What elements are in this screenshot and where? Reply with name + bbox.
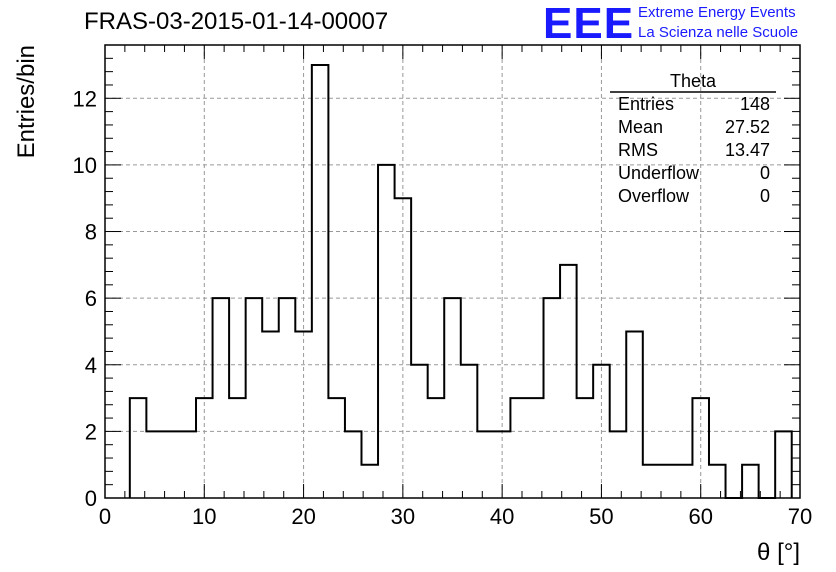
stats-box-title: Theta (670, 71, 717, 91)
stats-row-value: 0 (760, 186, 770, 206)
y-tick-label: 8 (85, 220, 97, 245)
histogram-bin (262, 331, 279, 498)
logo-caption: Extreme Energy Events La Scienza nelle S… (638, 3, 798, 43)
stats-row-value: 0 (760, 163, 770, 183)
histogram-bin (544, 298, 561, 498)
histogram-bin (676, 465, 693, 498)
logo-line-2: La Scienza nelle Scuole (638, 24, 799, 41)
stats-row-value: 148 (740, 94, 770, 114)
histogram-bin (692, 398, 709, 498)
histogram-bin (146, 431, 163, 498)
tick-labels: 0 10 20 30 40 50 60 70 0 2 4 6 8 10 12 (73, 86, 813, 529)
y-tick-label: 0 (85, 486, 97, 511)
histogram-bin (577, 398, 594, 498)
stats-row-label: Underflow (618, 163, 700, 183)
histogram-bin (775, 431, 792, 498)
x-tick-label: 10 (192, 504, 216, 529)
histogram-bin (510, 398, 527, 498)
plot-title: FRAS-03-2015-01-14-00007 (84, 8, 389, 35)
y-tick-label: 12 (73, 86, 97, 111)
stats-row-label: Overflow (618, 186, 690, 206)
stats-row-label: Entries (618, 94, 674, 114)
y-tick-label: 10 (73, 153, 97, 178)
histogram-bin (742, 465, 759, 498)
logo-line-1: Extreme Energy Events (638, 4, 796, 21)
histogram-bin (345, 431, 362, 498)
x-tick-label: 20 (291, 504, 315, 529)
stats-row-value: 27.52 (725, 117, 770, 137)
histogram-bin (328, 398, 345, 498)
histogram-bin (361, 465, 378, 498)
x-axis-title: θ [°] (757, 539, 800, 566)
histogram-bin (179, 431, 196, 498)
x-tick-label: 50 (589, 504, 613, 529)
eee-logo: EEE (543, 0, 635, 48)
grid-lines (105, 45, 800, 498)
x-tick-label: 30 (391, 504, 415, 529)
x-tick-label: 0 (99, 504, 111, 529)
plot-frame (104, 44, 801, 499)
y-tick-label: 2 (85, 419, 97, 444)
histogram-bin (428, 398, 445, 498)
histogram-bin (130, 398, 147, 498)
histogram-bin (444, 298, 461, 498)
histogram-bin (560, 265, 577, 498)
histogram-bin (643, 465, 660, 498)
histogram-bin (659, 465, 676, 498)
histogram-bin (229, 398, 246, 498)
y-tick-label: 4 (85, 353, 97, 378)
histogram-bin (246, 298, 263, 498)
axis-ticks (104, 44, 801, 499)
histogram-bin (477, 431, 494, 498)
stats-row-value: 13.47 (725, 140, 770, 160)
stats-row-label: RMS (618, 140, 658, 160)
histogram-bin (213, 298, 230, 498)
histogram-bin (279, 298, 296, 498)
y-axis-title: Entries/bin (13, 45, 40, 158)
histogram-bin (527, 398, 544, 498)
x-tick-label: 70 (788, 504, 812, 529)
x-tick-label: 40 (490, 504, 514, 529)
histogram-bin (610, 431, 627, 498)
histogram-bin (163, 431, 180, 498)
x-tick-label: 60 (688, 504, 712, 529)
stats-row-label: Mean (618, 117, 663, 137)
histogram-bin (626, 331, 643, 498)
y-tick-label: 6 (85, 286, 97, 311)
stats-box: Theta Entries 148 Mean 27.52 RMS 13.47 Underflo… (610, 71, 776, 206)
histogram-bin (378, 165, 395, 498)
histogram-outline (128, 63, 793, 499)
histogram-bin (709, 465, 726, 498)
histogram-bin (196, 398, 213, 498)
histogram-bin (312, 65, 329, 498)
